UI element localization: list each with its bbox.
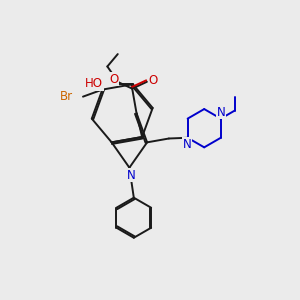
Text: O: O bbox=[149, 74, 158, 87]
Text: N: N bbox=[183, 138, 191, 151]
Text: N: N bbox=[217, 106, 226, 119]
Text: O: O bbox=[109, 73, 119, 86]
Text: HO: HO bbox=[85, 77, 103, 90]
Text: Br: Br bbox=[60, 90, 73, 103]
Text: N: N bbox=[127, 169, 135, 182]
